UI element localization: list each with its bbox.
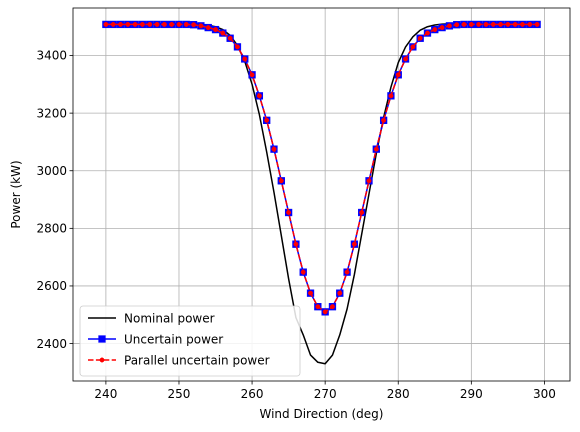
parallel-uncertain-power-point — [293, 241, 299, 247]
legend-label-nominal-power: Nominal power — [124, 311, 215, 325]
x-tick-label: 300 — [533, 387, 556, 401]
legend-marker-uncertain-power — [98, 335, 106, 343]
parallel-uncertain-power-point — [446, 23, 452, 29]
parallel-uncertain-power-point — [191, 22, 197, 28]
parallel-uncertain-power-point — [103, 21, 109, 27]
parallel-uncertain-power-point — [505, 21, 511, 27]
parallel-uncertain-power-point — [256, 93, 262, 99]
parallel-uncertain-power-point — [234, 44, 240, 50]
legend-box — [79, 305, 301, 377]
parallel-uncertain-power-point — [264, 117, 270, 123]
parallel-uncertain-power-point — [183, 21, 189, 27]
series-group — [102, 20, 541, 365]
legend-marker-parallel-uncertain-power — [99, 357, 105, 363]
parallel-uncertain-power-point — [147, 21, 153, 27]
parallel-uncertain-power-point — [322, 309, 328, 315]
x-tick-label: 280 — [387, 387, 410, 401]
parallel-uncertain-power-point — [337, 290, 343, 296]
parallel-uncertain-power-point — [490, 21, 496, 27]
parallel-uncertain-power-point — [125, 21, 131, 27]
parallel-uncertain-power-point — [359, 210, 365, 215]
ticks: 240 250 260 270 280 290 300 2400 2600 2800 3000 320… — [36, 49, 555, 401]
parallel-uncertain-power-point — [373, 146, 379, 152]
parallel-uncertain-power-point — [344, 269, 350, 275]
parallel-uncertain-power-point — [227, 35, 233, 41]
parallel-uncertain-power-point — [454, 22, 460, 28]
parallel-uncertain-power-point — [527, 21, 533, 27]
legend-label-parallel-uncertain-power: Parallel uncertain power — [124, 353, 270, 367]
parallel-uncertain-power-point — [176, 21, 182, 27]
y-tick-label: 2600 — [36, 279, 67, 293]
parallel-uncertain-power-series — [103, 21, 540, 315]
parallel-uncertain-power-point — [118, 21, 123, 27]
x-tick-label: 250 — [168, 387, 191, 401]
y-tick-label: 2800 — [36, 222, 67, 236]
y-tick-label: 3400 — [36, 49, 67, 63]
parallel-uncertain-power-point — [461, 21, 467, 27]
legend: Nominal power Uncertain power Parallel unc… — [79, 305, 301, 377]
parallel-uncertain-power-point — [249, 72, 255, 78]
parallel-uncertain-power-point — [476, 21, 482, 27]
parallel-uncertain-power-point — [425, 30, 430, 36]
parallel-uncertain-power-point — [512, 21, 518, 27]
parallel-uncertain-power-point — [161, 21, 167, 27]
parallel-uncertain-power-point — [403, 56, 409, 62]
parallel-uncertain-power-point — [388, 93, 394, 99]
parallel-uncertain-power-point — [308, 290, 313, 296]
parallel-uncertain-power-point — [220, 30, 226, 36]
parallel-uncertain-power-point — [198, 23, 204, 29]
parallel-uncertain-power-point — [417, 35, 423, 41]
parallel-uncertain-power-point — [395, 72, 401, 78]
parallel-uncertain-power-point — [110, 21, 116, 27]
y-tick-label: 3200 — [36, 106, 67, 120]
parallel-uncertain-power-point — [366, 178, 372, 184]
parallel-uncertain-power-point — [205, 25, 211, 31]
parallel-uncertain-power-point — [330, 304, 335, 310]
parallel-uncertain-power-point — [498, 21, 504, 27]
y-axis-label: Power (kW) — [9, 160, 23, 228]
parallel-uncertain-power-point — [483, 21, 489, 27]
parallel-uncertain-power-point — [315, 304, 321, 310]
parallel-uncertain-power-point — [351, 241, 357, 247]
legend-label-uncertain-power: Uncertain power — [124, 332, 223, 346]
parallel-uncertain-power-point — [213, 27, 218, 33]
parallel-uncertain-power-point — [271, 146, 277, 152]
parallel-uncertain-power-point — [278, 178, 284, 184]
parallel-uncertain-power-point — [132, 21, 138, 27]
parallel-uncertain-power-point — [286, 210, 292, 215]
parallel-uncertain-power-point — [432, 27, 438, 33]
x-tick-label: 270 — [314, 387, 337, 401]
parallel-uncertain-power-point — [410, 44, 416, 50]
parallel-uncertain-power-point — [468, 21, 474, 27]
plot-frame — [72, 7, 571, 382]
parallel-uncertain-power-point — [381, 117, 387, 123]
x-axis-label: Wind Direction (deg) — [260, 407, 384, 421]
y-tick-label: 2400 — [36, 337, 67, 351]
parallel-uncertain-power-point — [169, 21, 175, 27]
parallel-uncertain-power-point — [300, 269, 306, 275]
parallel-uncertain-power-point — [154, 21, 160, 27]
x-tick-label: 240 — [94, 387, 117, 401]
y-tick-label: 3000 — [36, 164, 67, 178]
x-tick-label: 290 — [460, 387, 483, 401]
x-tick-label: 260 — [241, 387, 264, 401]
parallel-uncertain-power-point — [534, 21, 540, 27]
parallel-uncertain-power-point — [139, 21, 145, 27]
parallel-uncertain-power-point — [439, 25, 445, 31]
parallel-uncertain-power-point — [242, 56, 248, 62]
parallel-uncertain-power-point — [520, 21, 525, 27]
